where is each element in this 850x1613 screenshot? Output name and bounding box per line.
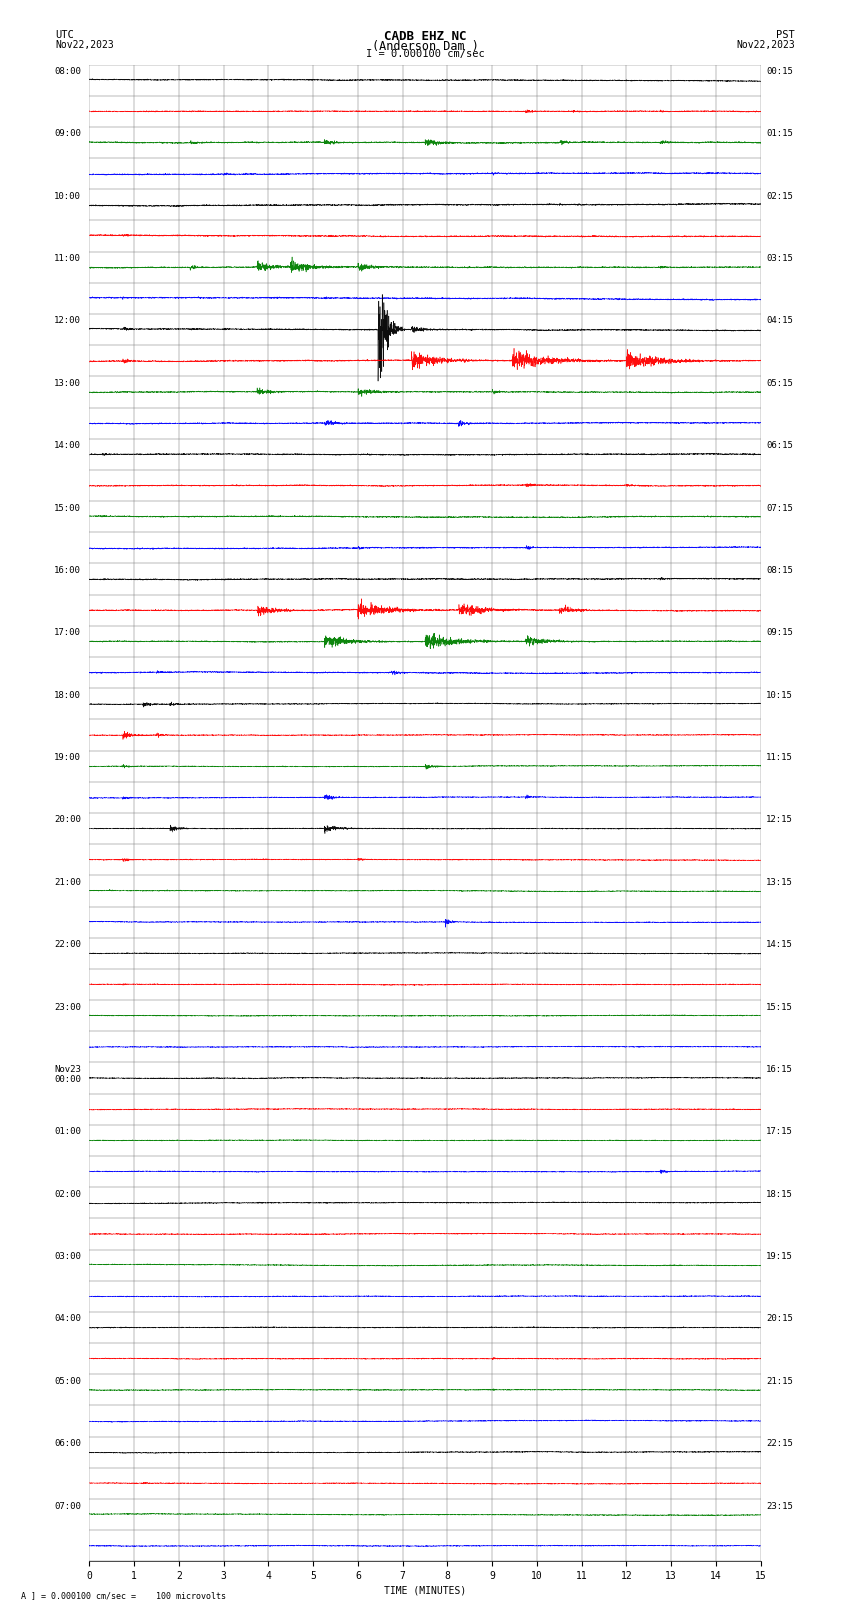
Text: 11:00: 11:00: [54, 255, 82, 263]
Text: 16:15: 16:15: [766, 1065, 793, 1074]
Text: 23:15: 23:15: [766, 1502, 793, 1510]
Text: 22:15: 22:15: [766, 1439, 793, 1448]
Text: 01:15: 01:15: [766, 129, 793, 139]
Text: 08:15: 08:15: [766, 566, 793, 574]
Text: 19:00: 19:00: [54, 753, 82, 761]
Text: 13:15: 13:15: [766, 877, 793, 887]
Text: A ] = 0.000100 cm/sec =    100 microvolts: A ] = 0.000100 cm/sec = 100 microvolts: [21, 1590, 226, 1600]
Text: 17:15: 17:15: [766, 1127, 793, 1136]
Text: Nov22,2023: Nov22,2023: [736, 39, 795, 50]
Text: 00:15: 00:15: [766, 68, 793, 76]
Text: 12:15: 12:15: [766, 816, 793, 824]
Text: 15:15: 15:15: [766, 1003, 793, 1011]
Text: 23:00: 23:00: [54, 1003, 82, 1011]
Text: 17:00: 17:00: [54, 629, 82, 637]
Text: 12:00: 12:00: [54, 316, 82, 326]
Text: 03:00: 03:00: [54, 1252, 82, 1261]
Text: 19:15: 19:15: [766, 1252, 793, 1261]
Text: 18:00: 18:00: [54, 690, 82, 700]
Text: 22:00: 22:00: [54, 940, 82, 948]
Text: I = 0.000100 cm/sec: I = 0.000100 cm/sec: [366, 50, 484, 60]
Text: 15:00: 15:00: [54, 503, 82, 513]
Text: Nov22,2023: Nov22,2023: [55, 39, 114, 50]
Text: CADB EHZ NC: CADB EHZ NC: [383, 31, 467, 44]
Text: 14:00: 14:00: [54, 442, 82, 450]
Text: (Anderson Dam ): (Anderson Dam ): [371, 39, 479, 53]
Text: 04:00: 04:00: [54, 1315, 82, 1323]
Text: 09:15: 09:15: [766, 629, 793, 637]
Text: 06:00: 06:00: [54, 1439, 82, 1448]
Text: 18:15: 18:15: [766, 1190, 793, 1198]
Text: 16:00: 16:00: [54, 566, 82, 574]
Text: 10:00: 10:00: [54, 192, 82, 200]
Text: UTC: UTC: [55, 31, 74, 40]
Text: 01:00: 01:00: [54, 1127, 82, 1136]
Text: 04:15: 04:15: [766, 316, 793, 326]
Text: 11:15: 11:15: [766, 753, 793, 761]
Text: 10:15: 10:15: [766, 690, 793, 700]
Text: 02:15: 02:15: [766, 192, 793, 200]
Text: 09:00: 09:00: [54, 129, 82, 139]
Text: 06:15: 06:15: [766, 442, 793, 450]
Text: PST: PST: [776, 31, 795, 40]
Text: 07:00: 07:00: [54, 1502, 82, 1510]
Text: 20:00: 20:00: [54, 816, 82, 824]
Text: 03:15: 03:15: [766, 255, 793, 263]
Text: 05:00: 05:00: [54, 1378, 82, 1386]
Text: 07:15: 07:15: [766, 503, 793, 513]
Text: 08:00: 08:00: [54, 68, 82, 76]
Text: Nov23
00:00: Nov23 00:00: [54, 1065, 82, 1084]
Text: 21:15: 21:15: [766, 1378, 793, 1386]
Text: 05:15: 05:15: [766, 379, 793, 387]
Text: 21:00: 21:00: [54, 877, 82, 887]
Text: 14:15: 14:15: [766, 940, 793, 948]
Text: 13:00: 13:00: [54, 379, 82, 387]
Text: 20:15: 20:15: [766, 1315, 793, 1323]
X-axis label: TIME (MINUTES): TIME (MINUTES): [384, 1586, 466, 1595]
Text: 02:00: 02:00: [54, 1190, 82, 1198]
